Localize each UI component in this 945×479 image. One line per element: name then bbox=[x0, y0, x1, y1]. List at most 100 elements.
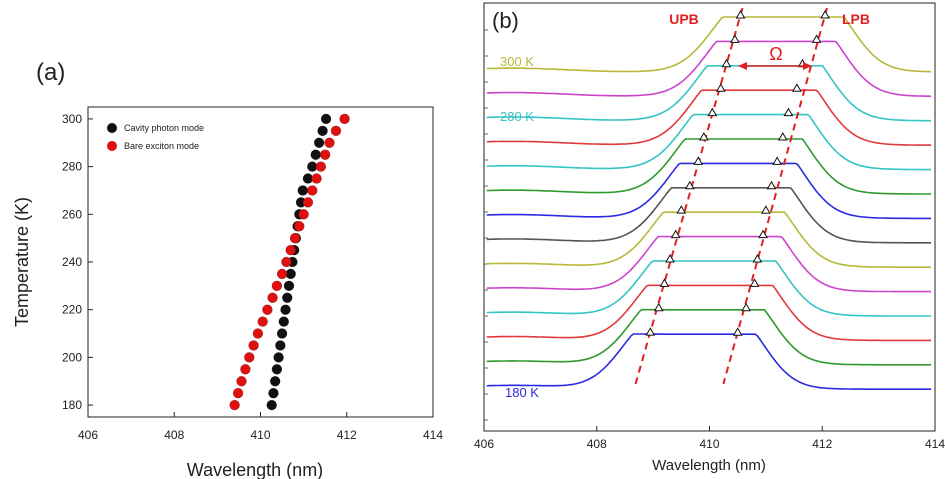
bare-exciton-point bbox=[236, 375, 247, 387]
x-tick-label: 406 bbox=[474, 437, 494, 451]
cavity-photon-point bbox=[317, 125, 328, 137]
panel-a-label: (a) bbox=[36, 59, 65, 86]
lpb-peak-marker bbox=[758, 229, 768, 239]
lpb-peak-marker bbox=[772, 156, 783, 165]
y-tick-label: 240 bbox=[62, 255, 82, 269]
panel-a-plot-frame bbox=[87, 106, 434, 418]
bare-exciton-point bbox=[229, 399, 240, 411]
upb-peak-marker bbox=[670, 229, 681, 239]
temp-label-300k: 300 K bbox=[500, 54, 534, 69]
y-tick-label: 200 bbox=[62, 350, 82, 364]
y-tick-label: 300 bbox=[62, 112, 82, 126]
bare-exciton-point bbox=[248, 340, 259, 351]
bare-exciton-point bbox=[289, 232, 301, 244]
bare-exciton-point bbox=[315, 161, 327, 172]
upb-peak-marker bbox=[699, 131, 709, 141]
panel-b: (b) 406 408 410 412 414 UPB LPB Ω 300 K 280 … bbox=[474, 2, 945, 474]
cavity-photon-point bbox=[273, 352, 284, 363]
x-tick-label: 412 bbox=[337, 428, 357, 442]
panel-a-legend: Cavity photon mode Bare exciton mode bbox=[107, 123, 204, 151]
cavity-photon-point bbox=[310, 149, 321, 160]
lpb-peak-marker bbox=[752, 253, 763, 263]
upb-peak-marker bbox=[676, 205, 687, 214]
upb-peak-marker bbox=[735, 9, 746, 19]
spectrum-line bbox=[486, 187, 932, 244]
panel-b-x-label: Wavelength (nm) bbox=[652, 457, 766, 474]
panel-b-x-ticks: 406 408 410 412 414 bbox=[474, 426, 945, 451]
lpb-peak-marker bbox=[761, 205, 771, 214]
bare-exciton-point bbox=[339, 113, 350, 125]
panel-b-label: (b) bbox=[492, 8, 519, 33]
panel-a-y-label: Temperature (K) bbox=[12, 197, 32, 327]
panel-a-y-ticks: 180 200 220 240 260 280 300 bbox=[62, 112, 93, 412]
bare-exciton-point bbox=[262, 304, 273, 315]
legend-marker-cavity bbox=[107, 123, 117, 133]
cavity-photon-point bbox=[297, 185, 309, 196]
spectrum-line bbox=[486, 138, 932, 195]
lpb-peak-marker bbox=[811, 34, 822, 43]
y-tick-label: 220 bbox=[62, 303, 82, 317]
cavity-photon-point bbox=[278, 316, 290, 327]
x-tick-label: 408 bbox=[164, 428, 184, 442]
cavity-photon-point bbox=[320, 113, 332, 125]
upb-peak-marker bbox=[653, 302, 664, 312]
x-tick-label: 412 bbox=[812, 437, 832, 451]
upb-peak-marker bbox=[659, 278, 670, 287]
legend-label-exciton: Bare exciton mode bbox=[124, 141, 199, 151]
panel-a-x-label: Wavelength (nm) bbox=[187, 460, 323, 479]
x-tick-label: 410 bbox=[250, 428, 270, 442]
panel-b-y-ticks bbox=[484, 29, 488, 421]
bare-exciton-point bbox=[319, 149, 331, 160]
bare-exciton-point bbox=[271, 280, 283, 292]
cavity-photon-point bbox=[266, 399, 277, 411]
x-tick-label: 406 bbox=[78, 428, 98, 442]
bare-exciton-point bbox=[244, 352, 255, 363]
cavity-photon-point bbox=[280, 304, 291, 315]
spectrum-line bbox=[486, 308, 932, 366]
panel-a-x-ticks: 406 408 410 412 414 bbox=[78, 412, 443, 442]
cavity-photon-point bbox=[313, 137, 325, 149]
cavity-photon-point bbox=[269, 375, 281, 387]
cavity-photon-point bbox=[276, 328, 288, 339]
splitting-arrow-left-head bbox=[738, 62, 747, 70]
upb-peak-marker bbox=[721, 58, 732, 68]
bare-exciton-point bbox=[307, 185, 318, 196]
y-tick-label: 280 bbox=[62, 160, 82, 174]
bare-exciton-point bbox=[311, 173, 322, 184]
upb-peak-marker bbox=[684, 180, 695, 190]
bare-exciton-point bbox=[285, 244, 296, 256]
lpb-peak-marker bbox=[732, 327, 743, 336]
splitting-arrow-right-head bbox=[803, 62, 812, 70]
bare-exciton-point bbox=[298, 209, 309, 220]
x-tick-label: 408 bbox=[587, 437, 607, 451]
bare-exciton-point bbox=[324, 137, 335, 149]
splitting-label: Ω bbox=[769, 44, 782, 64]
lpb-guide-line bbox=[722, 7, 828, 385]
spectrum-line bbox=[486, 284, 932, 342]
x-tick-label: 410 bbox=[699, 437, 719, 451]
upb-peak-marker bbox=[715, 83, 726, 92]
bare-exciton-point bbox=[257, 316, 268, 327]
upb-peak-marker bbox=[730, 34, 740, 43]
lpb-peak-marker bbox=[783, 107, 794, 117]
cavity-photon-point bbox=[275, 340, 286, 351]
upb-peak-marker bbox=[707, 107, 718, 117]
spectrum-line bbox=[486, 40, 932, 97]
upb-peak-marker bbox=[693, 156, 704, 165]
cavity-photon-point bbox=[281, 292, 293, 304]
legend-marker-exciton bbox=[107, 141, 117, 151]
upb-peak-marker bbox=[645, 327, 656, 336]
temp-label-280k: 280 K bbox=[500, 109, 534, 124]
bare-exciton-point bbox=[294, 220, 305, 232]
bare-exciton-point bbox=[330, 125, 342, 137]
lpb-peak-marker bbox=[741, 302, 752, 312]
upb-peak-marker bbox=[665, 253, 675, 263]
spectrum-line bbox=[486, 260, 932, 317]
upb-guide-line bbox=[634, 7, 744, 385]
spectrum-line bbox=[486, 333, 932, 390]
bare-exciton-point bbox=[276, 268, 288, 280]
lpb-peak-marker bbox=[792, 83, 802, 92]
spectrum-line bbox=[486, 65, 932, 122]
spectrum-line bbox=[486, 89, 932, 146]
